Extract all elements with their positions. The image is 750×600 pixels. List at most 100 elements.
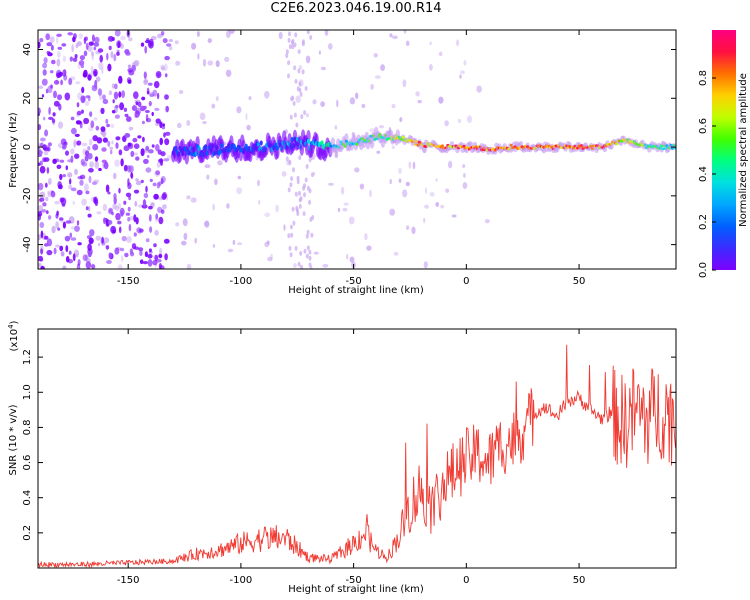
noise-cell [411,226,416,235]
noise-cell [38,213,41,217]
noise-cell [163,158,170,162]
noise-cell [38,255,43,262]
noise-cell [301,41,305,47]
noise-cell [108,252,112,259]
snr-y-label: SNR (10 * v/v) [8,404,19,475]
noise-cell [148,82,153,86]
noise-cell [53,247,57,255]
noise-cell [115,104,119,109]
noise-cell [359,183,365,190]
noise-cell [456,39,460,47]
track-halo [369,139,375,149]
noise-cell [246,124,251,131]
noise-cell [51,59,56,65]
noise-cell [129,216,134,221]
noise-cell [438,51,443,57]
noise-cell [157,149,162,155]
noise-cell [402,189,408,198]
noise-cell [59,159,65,163]
noise-cell [423,217,426,224]
noise-cell [102,203,108,211]
x-tick-label: 50 [573,276,586,287]
noise-cell [106,260,112,264]
noise-cell [76,220,80,226]
noise-cell [294,191,298,197]
colorbar-gradient-bar [712,30,736,270]
noise-cell [84,155,89,162]
noise-cell [291,206,295,212]
noise-cell [111,211,114,216]
noise-cell [206,174,210,180]
noise-cell [118,149,123,156]
noise-cell [190,197,197,203]
noise-cell [77,176,83,180]
noise-cell [311,172,314,178]
noise-cell [38,234,42,241]
noise-cell [121,90,125,98]
noise-cell [463,173,466,178]
noise-cell [51,225,56,234]
noise-cell [88,237,94,244]
noise-cell [183,232,188,241]
noise-cell [47,142,53,147]
noise-cell [462,182,468,189]
noise-cell [56,72,62,79]
noise-cell [41,209,47,213]
noise-cell [41,78,48,86]
noise-cell [155,170,161,176]
noise-cell [123,145,130,152]
noise-cell [87,74,92,81]
noise-cell [292,101,296,106]
noise-cell [127,142,132,147]
noise-cell [42,62,48,69]
noise-cell [127,178,130,186]
noise-cell [445,188,450,193]
noise-cell [320,101,325,107]
track-core [440,144,444,148]
noise-cell [129,248,134,255]
track-core [275,145,279,151]
noise-cell [79,121,83,129]
noise-cell [457,118,462,124]
x-tick-label: -50 [345,575,361,586]
x-tick-label: 0 [463,276,469,287]
noise-cell [65,245,69,253]
noise-cell [161,193,167,201]
noise-cell [46,51,51,54]
noise-cell [101,67,104,75]
noise-cell [152,182,157,187]
noise-cell [160,176,166,183]
noise-cell [134,110,140,118]
noise-cell [300,264,303,269]
noise-cell [89,229,95,237]
noise-cell [391,104,396,109]
noise-cell [130,172,134,179]
noise-cell [298,65,303,70]
noise-cell [52,112,56,117]
noise-cell [133,189,140,194]
noise-cell [55,221,59,229]
noise-cell [305,113,309,118]
noise-cell [108,45,112,51]
noise-cell [435,178,438,182]
noise-cell [85,190,90,195]
noise-cell [38,107,41,115]
noise-cell [165,131,171,136]
noise-cell [298,197,302,203]
noise-cell [292,220,296,226]
noise-cell [145,185,148,193]
colorbar-label: Normalized spectral amplitude [738,73,749,227]
noise-cell [297,68,301,74]
y-tick-label: 0.2 [22,525,33,541]
noise-cell [101,159,107,163]
noise-cell [424,204,430,209]
noise-cell [151,111,154,117]
noise-cell [57,46,63,50]
noise-cell [44,129,49,137]
noise-cell [54,244,61,248]
noise-cell [155,258,162,263]
noise-cell [93,117,98,121]
noise-cell [127,206,131,212]
noise-cell [72,36,76,43]
noise-cell [175,222,180,227]
